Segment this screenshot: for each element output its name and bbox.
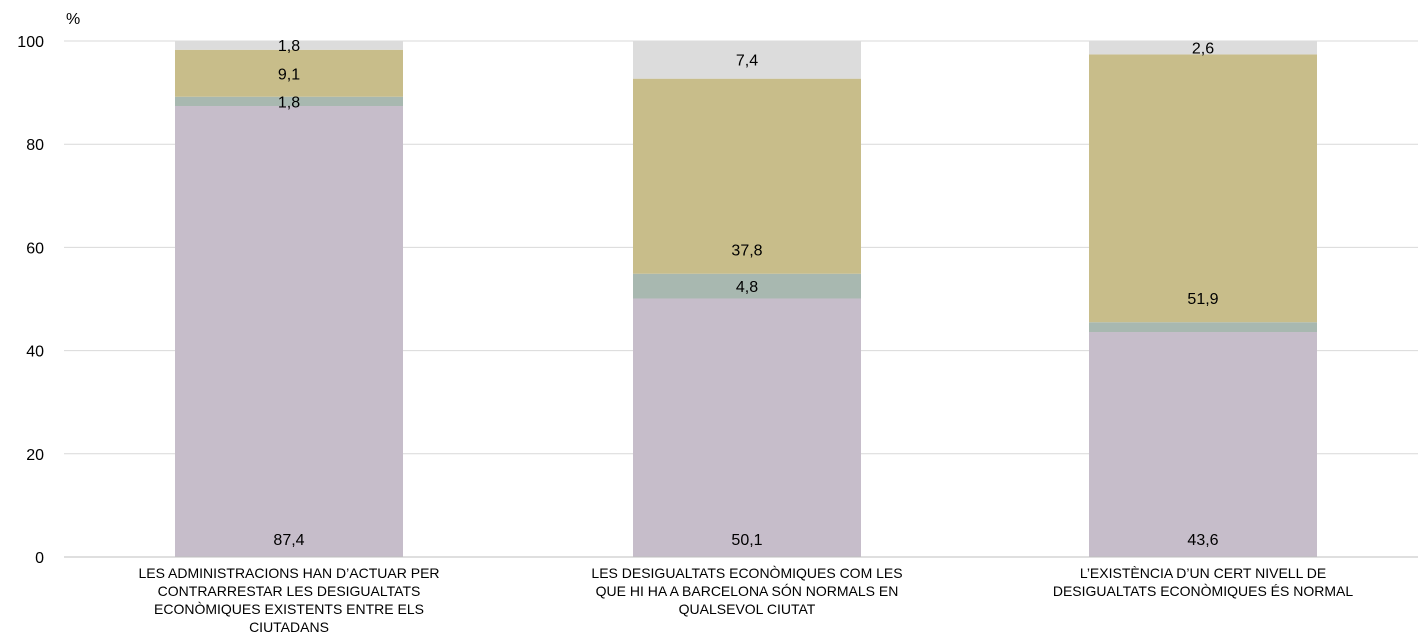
- bar-segment: [633, 298, 861, 557]
- data-label: 43,6: [1187, 532, 1218, 549]
- bar-segment: [1089, 41, 1317, 55]
- y-tick-label: 20: [26, 447, 44, 464]
- data-label: 51,9: [1187, 291, 1218, 308]
- x-category-label: DESIGUALTATS ECONÒMIQUES ÉS NORMAL: [1053, 583, 1353, 599]
- x-category-label: L’EXISTÈNCIA D’UN CERT NIVELL DE: [1080, 565, 1326, 581]
- bar-segment: [633, 40, 861, 79]
- bar-segment: [633, 78, 861, 274]
- bar-segment: [175, 49, 403, 97]
- y-tick-label: 0: [35, 550, 44, 567]
- y-tick-label: 60: [26, 240, 44, 257]
- data-label: 1,8: [278, 94, 300, 111]
- bar-segment: [175, 40, 403, 50]
- x-category-label: LES ADMINISTRACIONS HAN D’ACTUAR PER: [138, 565, 439, 581]
- data-label: 9,1: [278, 66, 300, 83]
- x-category-label: ECONÒMIQUES EXISTENTS ENTRE ELS: [154, 601, 424, 617]
- data-label: 50,1: [731, 532, 762, 549]
- data-labels: 87,4 1,8 9,1 1,8 50,1 4,8 37,8 7,4 43,6 51,9 2,6: [273, 38, 1218, 549]
- bar-segment: [175, 106, 403, 558]
- bar-segment: [633, 273, 861, 299]
- y-tick-label: 80: [26, 137, 44, 154]
- bars: [175, 40, 1317, 558]
- bar-segment: [1089, 54, 1317, 323]
- axes: 0 20 40 60 80 100% LES ADMINISTRACIONS HAN D’A…: [17, 11, 1418, 635]
- data-label: 87,4: [273, 532, 304, 549]
- bar-segment: [1089, 332, 1317, 557]
- bar-segment: [175, 96, 403, 107]
- data-label: 7,4: [736, 53, 758, 70]
- y-tick-label: 40: [26, 344, 44, 361]
- x-category-label: QUE HI HA A BARCELONA SÓN NORMALS EN: [596, 583, 899, 599]
- data-label: 1,8: [278, 38, 300, 55]
- data-label: 2,6: [1192, 41, 1214, 58]
- x-category-label: CONTRARRESTAR LES DESIGUALTATS: [158, 583, 421, 599]
- data-label: 4,8: [736, 279, 758, 296]
- x-category-label: CIUTADANS: [249, 619, 329, 635]
- y-tick-label: 100: [17, 34, 44, 51]
- data-label: 37,8: [731, 243, 762, 260]
- x-category-label: QUALSEVOL CIUTAT: [679, 601, 816, 617]
- x-category-label: LES DESIGUALTATS ECONÒMIQUES COM LES: [591, 565, 902, 581]
- bar-segment: [1089, 322, 1317, 333]
- y-unit-label: %: [66, 11, 80, 28]
